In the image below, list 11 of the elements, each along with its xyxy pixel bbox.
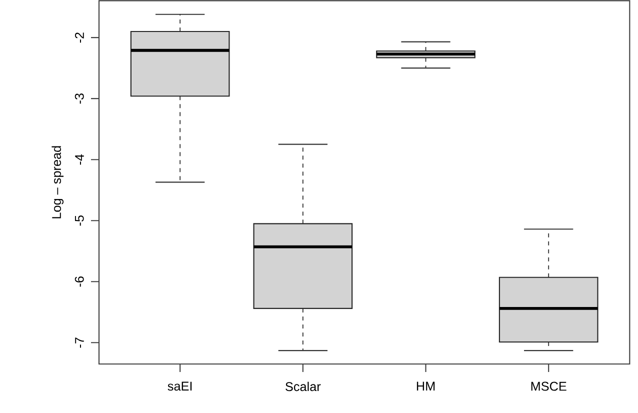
y-tick-label: -6: [74, 276, 84, 287]
x-tick-label: HM: [416, 382, 435, 391]
y-tick-label: -7: [75, 338, 84, 348]
y-tick-label: -5: [75, 215, 84, 226]
x-tick-label: Scalar: [286, 382, 321, 392]
y-axis-title: Log – spread: [52, 146, 64, 218]
x-tick-label: MSCE: [531, 382, 566, 391]
y-tick-label: -4: [75, 154, 84, 165]
y-tick-label: -3: [74, 94, 84, 104]
y-tick-label: -2: [75, 32, 84, 43]
x-tick-label: saEI: [168, 382, 192, 391]
